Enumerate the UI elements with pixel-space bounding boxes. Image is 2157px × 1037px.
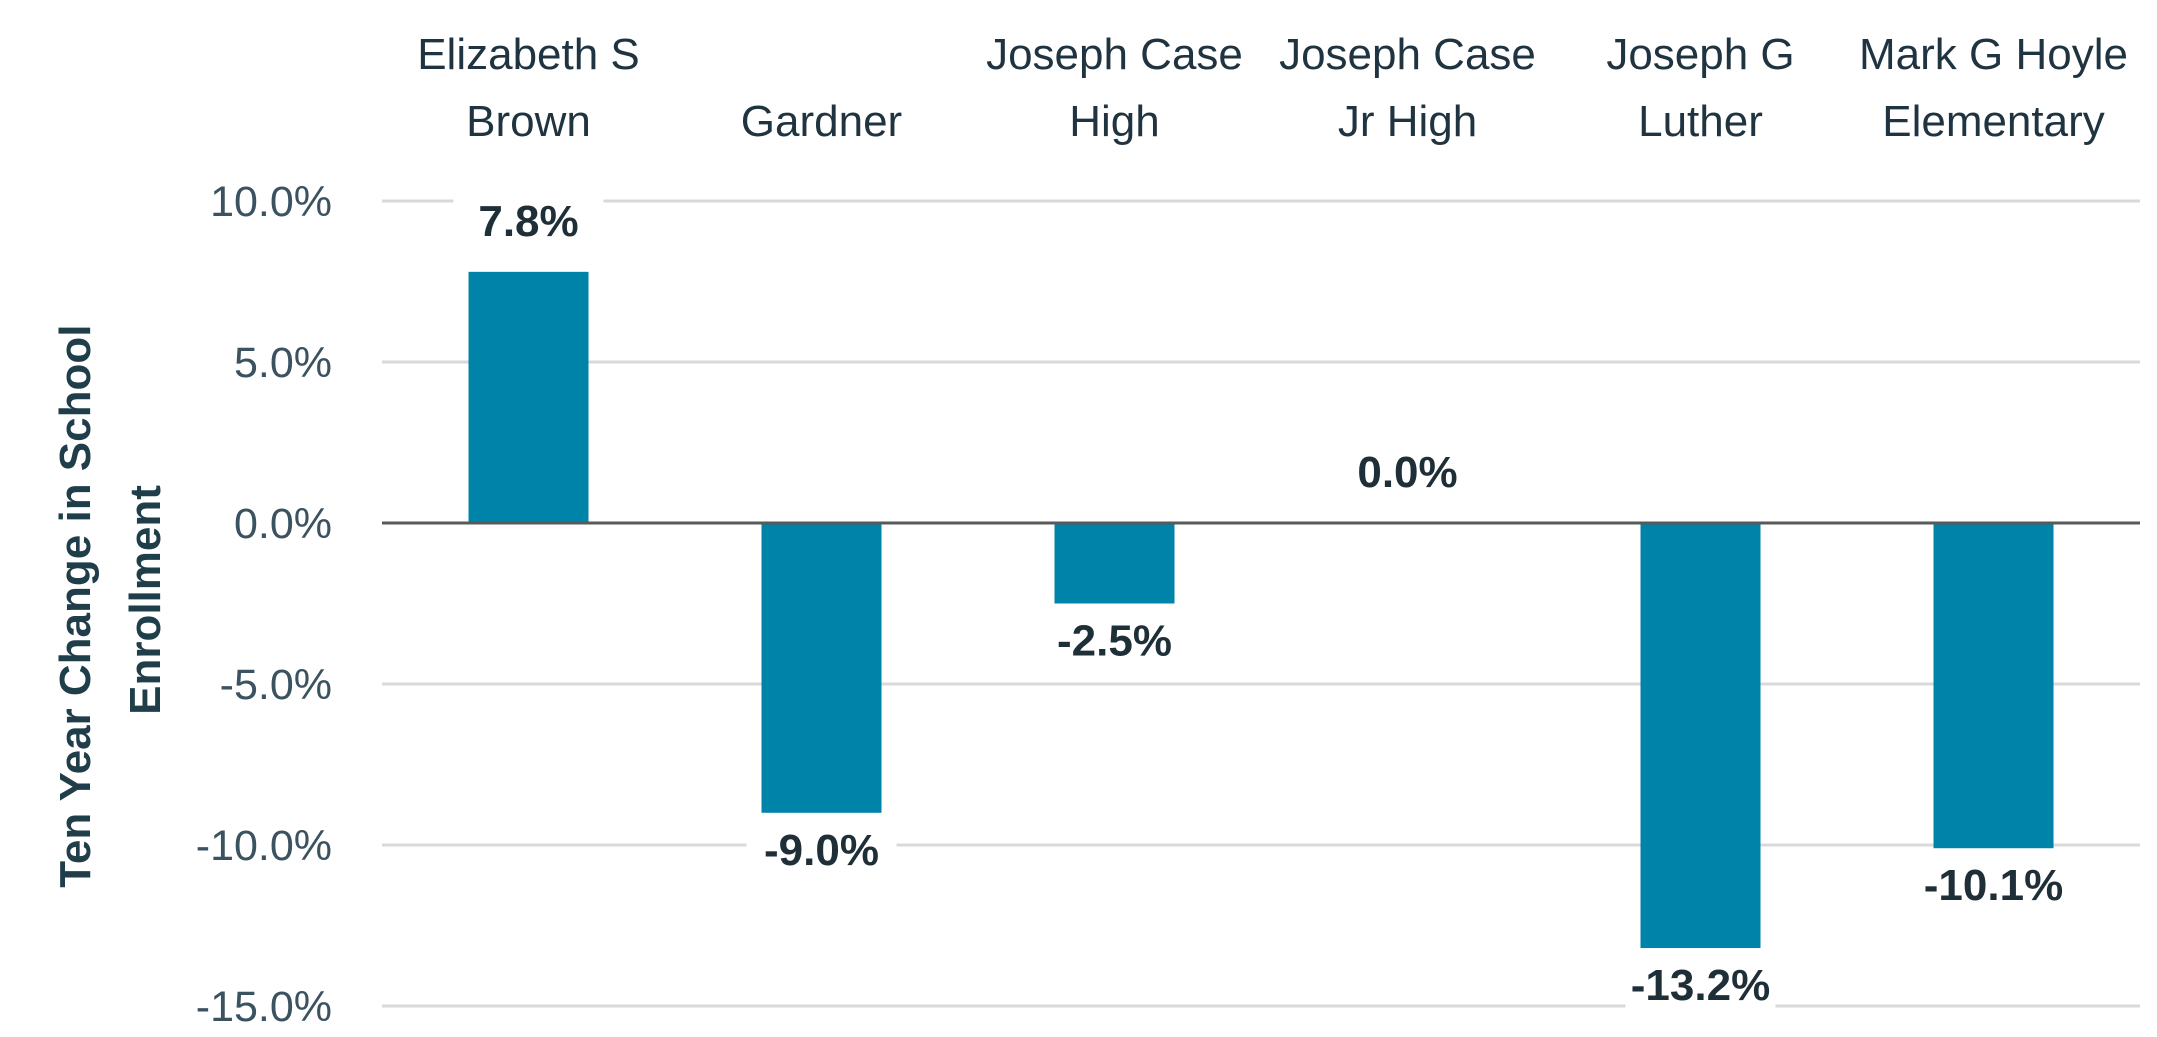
data-label-background xyxy=(1625,958,1776,1017)
bar xyxy=(468,271,589,523)
category-label-line: Gardner xyxy=(741,97,902,146)
category-label-line: Luther xyxy=(1638,97,1763,146)
bar xyxy=(1054,523,1175,604)
data-labels: 7.8% -9.0% -2.5% 0.0% -13.2% -10.1% xyxy=(453,193,2069,1017)
category-label-line: Jr High xyxy=(1338,97,1477,146)
data-label-group: 0.0% xyxy=(1332,445,1483,503)
data-label: -10.1% xyxy=(1924,861,2063,910)
data-label-background xyxy=(746,822,897,881)
data-label-group: -10.1% xyxy=(1918,858,2069,917)
data-label: -13.2% xyxy=(1631,961,1770,1010)
category-label-line: High xyxy=(1069,97,1160,146)
category-label-line: Elementary xyxy=(1882,97,2105,146)
y-axis-title-line-2: Enrollment xyxy=(121,485,170,715)
category-label-line: Elizabeth S xyxy=(417,30,640,79)
category-label: Gardner xyxy=(741,97,902,146)
y-tick-label: 10.0% xyxy=(210,178,332,226)
data-label-group: -13.2% xyxy=(1625,958,1776,1017)
category-label-line: Mark G Hoyle xyxy=(1859,30,2128,79)
y-axis-title-line-1: Ten Year Change in School xyxy=(51,325,100,888)
data-label-background xyxy=(1332,445,1483,503)
gridlines xyxy=(382,199,2140,1008)
data-label-background xyxy=(1039,613,1190,672)
y-tick-label: -10.0% xyxy=(196,822,332,870)
bars xyxy=(468,271,2054,949)
category-label-line: Joseph G xyxy=(1606,30,1794,79)
data-label-group: 7.8% xyxy=(453,193,604,252)
bar xyxy=(761,523,882,813)
category-label: Elizabeth S Brown xyxy=(417,30,640,146)
data-label-background xyxy=(1918,858,2069,917)
data-label-background xyxy=(453,193,604,252)
data-label: -9.0% xyxy=(764,826,879,875)
category-label: Joseph Case Jr High xyxy=(1279,30,1536,146)
category-label-line: Brown xyxy=(466,97,591,146)
category-label: Joseph G Luther xyxy=(1606,30,1794,146)
y-tick-label: -15.0% xyxy=(196,983,332,1031)
data-label: -2.5% xyxy=(1057,617,1172,666)
bar xyxy=(1933,523,2054,849)
y-tick-label: 0.0% xyxy=(234,500,332,548)
data-label: 7.8% xyxy=(478,197,578,246)
category-label: Joseph Case High xyxy=(986,30,1243,146)
y-tick-label: -5.0% xyxy=(220,661,332,709)
data-label: 0.0% xyxy=(1357,448,1457,497)
category-label: Mark G Hoyle Elementary xyxy=(1859,30,2128,146)
data-label-group: -9.0% xyxy=(746,822,897,881)
data-label-group: -2.5% xyxy=(1039,613,1190,672)
category-label-line: Joseph Case xyxy=(986,30,1243,79)
y-tick-labels: 10.0% 5.0% 0.0% -5.0% -10.0% -15.0% xyxy=(196,178,332,1031)
bar xyxy=(1640,523,1761,949)
y-axis-title: Ten Year Change in School Enrollment xyxy=(51,312,170,887)
category-label-line: Joseph Case xyxy=(1279,30,1536,79)
y-tick-label: 5.0% xyxy=(234,339,332,387)
